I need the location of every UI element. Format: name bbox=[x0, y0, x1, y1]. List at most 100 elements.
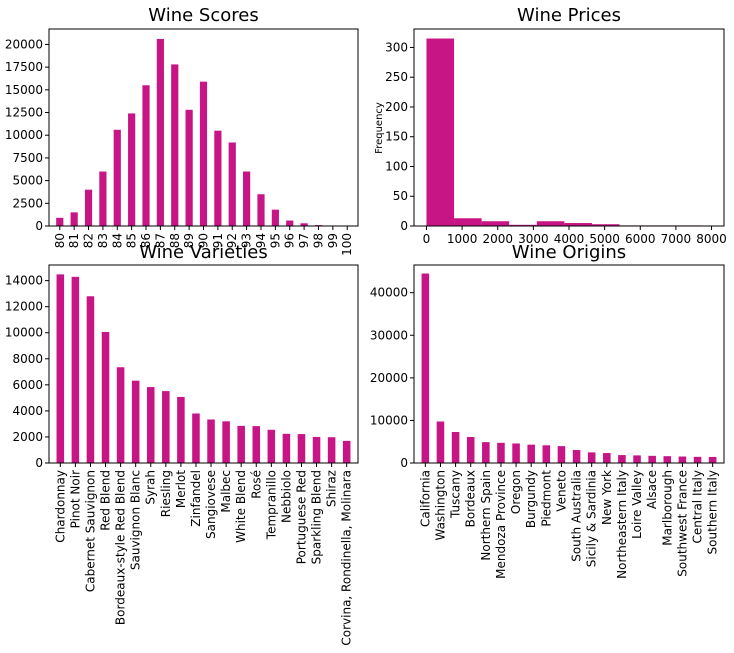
origins-bar-14 bbox=[633, 455, 641, 463]
origins-xtick-label-15: Alsace bbox=[645, 470, 659, 509]
origins-bar-16 bbox=[663, 456, 672, 463]
origins-bar-4 bbox=[482, 442, 490, 463]
prices-ytick-label-5: 250 bbox=[385, 70, 408, 84]
varieties-bar-10 bbox=[207, 419, 215, 463]
prices-xtick-label-8: 8000 bbox=[696, 232, 727, 246]
prices-bin-5 bbox=[564, 223, 592, 226]
varieties-bar-15 bbox=[282, 433, 291, 463]
origins-ytick-label-2: 20000 bbox=[370, 371, 408, 385]
varieties-xtick-label-13: Rosé bbox=[249, 470, 263, 499]
varieties-xtick-label-5: Sauvignon Blanc bbox=[129, 470, 143, 570]
varieties-bar-12 bbox=[237, 425, 245, 463]
origins-xtick-label-18: Central Italy bbox=[691, 470, 705, 544]
scores-xtick-label-3: 83 bbox=[96, 233, 110, 248]
varieties-xtick-label-8: Merlot bbox=[174, 470, 188, 508]
varieties-xtick-label-9: Zinfandel bbox=[189, 470, 203, 527]
wine-prices-ylabel: Frequency bbox=[374, 102, 385, 154]
varieties-bar-0 bbox=[56, 274, 65, 463]
scores-xtick-label-14: 94 bbox=[254, 233, 268, 248]
scores-bar-14 bbox=[257, 194, 265, 226]
origins-bar-17 bbox=[678, 456, 687, 463]
varieties-bar-4 bbox=[116, 367, 125, 463]
scores-ytick-label-8: 20000 bbox=[5, 37, 43, 51]
origins-xtick-label-4: Northern Spain bbox=[479, 470, 493, 561]
origins-bar-18 bbox=[693, 456, 702, 463]
scores-xtick-label-10: 90 bbox=[197, 233, 211, 248]
origins-bar-11 bbox=[587, 452, 596, 463]
scores-xtick-label-16: 96 bbox=[283, 233, 297, 248]
scores-ytick-label-4: 10000 bbox=[5, 128, 43, 142]
prices-axes-frame bbox=[413, 28, 725, 227]
prices-bin-2 bbox=[481, 221, 510, 226]
varieties-bar-18 bbox=[327, 437, 336, 463]
varieties-bar-19 bbox=[342, 440, 351, 463]
scores-bar-7 bbox=[156, 38, 164, 226]
prices-ytick-label-1: 50 bbox=[393, 189, 408, 203]
scores-xtick-label-20: 100 bbox=[340, 233, 354, 256]
varieties-bar-14 bbox=[267, 429, 276, 463]
prices-xtick-label-7: 7000 bbox=[661, 232, 692, 246]
prices-bin-3 bbox=[509, 224, 537, 226]
varieties-axes-frame bbox=[48, 264, 359, 464]
origins-bar-12 bbox=[603, 453, 611, 463]
origins-bar-10 bbox=[572, 450, 581, 463]
varieties-xtick-label-11: Malbec bbox=[219, 470, 233, 513]
prices-xtick-label-5: 5000 bbox=[589, 232, 620, 246]
prices-xtick-label-0: 0 bbox=[423, 232, 431, 246]
prices-bin-0 bbox=[426, 38, 455, 226]
origins-bar-5 bbox=[497, 442, 505, 463]
prices-xtick-label-4: 4000 bbox=[554, 232, 585, 246]
varieties-bar-5 bbox=[131, 380, 140, 463]
prices-bin-6 bbox=[591, 224, 620, 226]
scores-bar-15 bbox=[271, 209, 279, 226]
scores-axes-frame bbox=[48, 28, 359, 227]
prices-bin-4 bbox=[536, 221, 565, 226]
wine-varieties-panel: Wine Varieties Chardonnay Pinot Noir Caber… bbox=[5, 242, 359, 646]
varieties-xtick-label-12: White Blend bbox=[234, 470, 248, 543]
varieties-xtick-label-0: Chardonnay bbox=[53, 470, 67, 543]
varieties-xtick-label-10: Sangiovese bbox=[204, 470, 218, 539]
wine-origins-plot: California Washington Tuscany Bordeaux North… bbox=[370, 264, 725, 579]
scores-xtick-label-7: 87 bbox=[153, 233, 167, 248]
varieties-xtick-label-15: Nebbiolo bbox=[279, 470, 293, 523]
origins-axes-frame bbox=[413, 264, 725, 464]
varieties-bar-7 bbox=[162, 391, 170, 463]
varieties-bar-8 bbox=[177, 396, 185, 463]
scores-xtick-label-12: 92 bbox=[225, 233, 239, 248]
prices-ytick-label-2: 100 bbox=[385, 159, 408, 173]
origins-ytick-label-3: 30000 bbox=[370, 328, 408, 342]
origins-bar-3 bbox=[466, 436, 475, 463]
origins-xtick-label-10: South Australia bbox=[570, 470, 584, 562]
varieties-xtick-label-1: Pinot Noir bbox=[68, 470, 82, 528]
prices-bin-1 bbox=[454, 218, 482, 226]
scores-ytick-label-3: 7500 bbox=[12, 151, 43, 165]
varieties-bar-13 bbox=[252, 426, 261, 463]
scores-ytick-label-6: 15000 bbox=[5, 83, 43, 97]
origins-xtick-label-7: Burgundy bbox=[524, 470, 538, 528]
wine-prices-panel: Wine Prices Frequency 0 1000 2000 3000 4000 5… bbox=[374, 5, 727, 246]
scores-bar-11 bbox=[214, 130, 222, 226]
origins-ytick-label-0: 0 bbox=[400, 456, 408, 470]
wine-origins-title: Wine Origins bbox=[512, 242, 626, 263]
scores-xtick-label-6: 86 bbox=[139, 233, 153, 248]
origins-bar-7 bbox=[527, 444, 535, 463]
origins-xtick-label-0: California bbox=[418, 470, 432, 527]
origins-xtick-label-16: Marlborough bbox=[660, 470, 674, 546]
scores-xtick-label-19: 99 bbox=[326, 233, 340, 248]
scores-xtick-label-0: 80 bbox=[53, 233, 67, 248]
scores-xtick-label-8: 88 bbox=[168, 233, 182, 248]
origins-bar-6 bbox=[512, 443, 520, 463]
varieties-xtick-label-16: Portuguese Red bbox=[294, 470, 308, 564]
origins-bar-1 bbox=[436, 421, 445, 463]
origins-ytick-label-4: 40000 bbox=[370, 286, 408, 300]
origins-bar-19 bbox=[708, 456, 717, 463]
varieties-bar-17 bbox=[312, 436, 321, 463]
origins-xtick-label-14: Loire Valley bbox=[630, 470, 644, 539]
varieties-ytick-label-1: 2000 bbox=[12, 430, 43, 444]
origins-bar-0 bbox=[421, 273, 430, 463]
varieties-bar-2 bbox=[86, 296, 95, 463]
scores-bar-1 bbox=[70, 212, 78, 226]
scores-xtick-label-5: 85 bbox=[125, 233, 139, 248]
scores-bar-0 bbox=[56, 217, 64, 226]
